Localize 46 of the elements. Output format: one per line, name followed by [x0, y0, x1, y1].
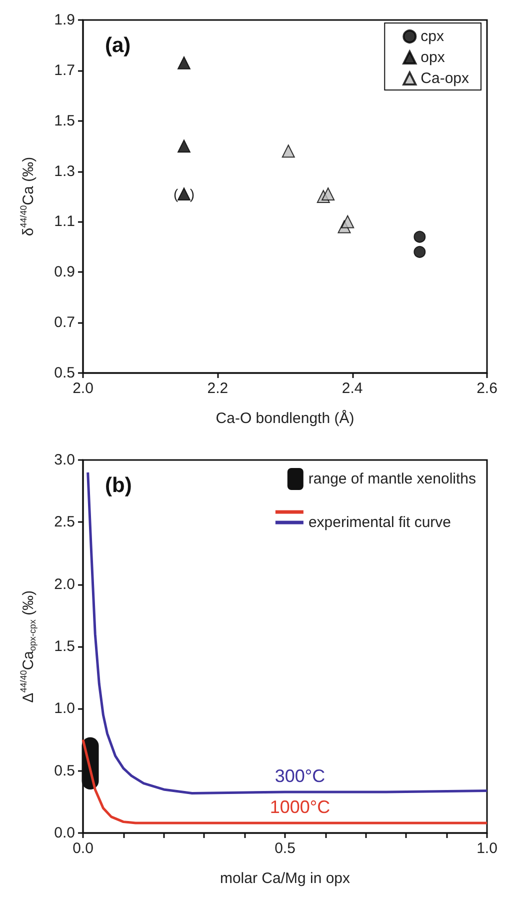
- y-tick-label: 2.5: [54, 514, 75, 531]
- series-label: 300°C: [274, 766, 326, 786]
- point: [178, 56, 190, 70]
- x-tick-label: 0.5: [274, 840, 296, 857]
- y-tick-label: 1.1: [54, 213, 75, 230]
- point: [178, 140, 190, 153]
- y-tick-label: 0.5: [54, 762, 75, 780]
- x-tick-label: 1.0: [476, 840, 498, 857]
- y-axis-title: Δ44/40Caopx-cpx (‰): [18, 590, 38, 703]
- y-tick-label: 1.0: [54, 700, 75, 718]
- y-tick-label: 0.0: [54, 824, 75, 842]
- x-tick-label: 2.4: [342, 380, 363, 397]
- text: (a): [105, 34, 131, 57]
- x-tick-label: 2.2: [207, 380, 228, 397]
- point: [322, 187, 335, 200]
- point: [414, 246, 426, 258]
- x-axis-title: Ca-O bondlength (Å): [216, 409, 354, 427]
- y-tick-label: 1.7: [54, 62, 75, 79]
- y-tick-label: 2.0: [54, 576, 75, 593]
- legend-label: Ca-opx: [420, 70, 470, 87]
- legend-label: cpx: [420, 28, 444, 45]
- y-tick-label: 0.7: [54, 314, 75, 332]
- legend-label: opx: [420, 49, 446, 66]
- point: [282, 144, 295, 158]
- y-tick-label: 0.9: [54, 264, 75, 281]
- y-tick-label: 1.3: [54, 162, 75, 180]
- x-tick-label: 2.0: [72, 380, 94, 397]
- x-tick-label: 2.6: [476, 380, 498, 397]
- line-series: [86, 471, 488, 794]
- y-axis-title: δ44/40Ca (‰): [18, 156, 37, 236]
- y-tick-label: 1.5: [54, 638, 75, 655]
- x-tick-label: 0.0: [72, 840, 94, 857]
- point: [414, 230, 426, 243]
- legend-label: range of mantle xenoliths: [308, 470, 476, 488]
- y-tick-label: 1.9: [54, 12, 75, 28]
- annotation: ( ): [174, 186, 194, 202]
- text: (b): [105, 474, 132, 497]
- line-series: [82, 738, 488, 824]
- point: [178, 187, 190, 200]
- series-label: 1000°C: [270, 797, 330, 818]
- y-tick-label: 3.0: [54, 452, 75, 468]
- y-tick-label: 0.5: [54, 364, 75, 382]
- y-tick-label: 1.5: [54, 112, 75, 130]
- annotation: experimental fit curve: [308, 514, 452, 531]
- point: [341, 215, 354, 228]
- x-axis-title: molar Ca/Mg in opx: [220, 870, 351, 887]
